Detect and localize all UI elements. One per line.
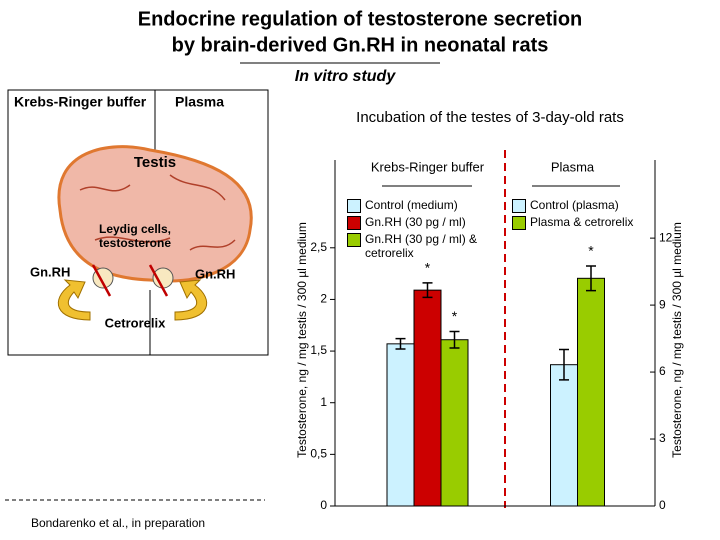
y-tick-label: 0,5 [310, 447, 327, 461]
y-axis-label: Testosterone, ng / mg testis / 300 µl me… [295, 222, 309, 458]
bar [413, 289, 442, 507]
significance: * [452, 308, 458, 324]
title-line: by brain-derived Gn.RH in neonatal rats [172, 34, 549, 56]
error-bar [395, 337, 406, 350]
arrow [58, 279, 91, 321]
legend-label: Gn.RH (30 pg / ml) & cetrorelix [365, 232, 478, 260]
diagram-label: Krebs-Ringer buffer [14, 94, 147, 110]
group-label: Plasma [551, 159, 595, 174]
legend-label: Control (plasma) [530, 198, 619, 212]
diagram-label-box: Leydig cells, testosterone [98, 222, 172, 250]
group-label: Krebs-Ringer buffer [371, 159, 485, 174]
legend-label: Gn.RH (30 pg / ml) [365, 215, 466, 229]
significance: * [588, 243, 594, 259]
y2-tick-label: 3 [659, 431, 666, 445]
diagram-label: Testis [134, 154, 176, 171]
error-bar [559, 348, 569, 381]
y2-tick-label: 0 [659, 498, 666, 512]
legend-swatch [347, 216, 361, 230]
y2-tick-label: 12 [659, 230, 673, 244]
legend-entry: Control (medium) [347, 198, 500, 213]
legend-swatch [347, 199, 361, 213]
legend-label: Plasma & cetrorelix [530, 215, 634, 229]
bar [386, 343, 415, 507]
bar [440, 339, 469, 507]
block [91, 264, 169, 297]
legend-swatch [347, 233, 361, 247]
error-bar [449, 330, 460, 349]
y-tick-label: 1,5 [310, 343, 327, 357]
chart-title: Incubation of the testes of 3-day-old ra… [356, 109, 624, 126]
legend-entry: Control (plasma) [512, 198, 665, 213]
bar [550, 364, 578, 507]
y2-tick-label: 6 [659, 364, 666, 378]
legend-label: Control (medium) [365, 198, 458, 212]
bar [577, 277, 605, 507]
title-line: Endocrine regulation of testosterone sec… [138, 8, 583, 30]
y-tick-label: 2 [320, 292, 327, 306]
diagram-label: Leydig cells, testosterone [98, 222, 172, 250]
y-tick-label: 1 [320, 395, 327, 409]
footer: Bondarenko et al., in preparation [31, 516, 205, 530]
y-tick-label: 0 [320, 498, 327, 512]
diagram-label: Plasma [175, 94, 224, 110]
diagram-label: Gn.RH [195, 266, 235, 281]
significance: * [425, 260, 431, 276]
error-bar [586, 265, 596, 292]
diagram-label: Gn.RH [30, 264, 70, 279]
legend-entry: Plasma & cetrorelix [512, 215, 665, 230]
diagram-box [7, 89, 269, 356]
y-tick-label: 2,5 [310, 240, 327, 254]
arrow [174, 279, 207, 321]
diagram-label: Cetrorelix [105, 315, 166, 330]
legend-entry: Gn.RH (30 pg / ml) & cetrorelix [347, 232, 500, 260]
subtitle: In vitro study [295, 68, 397, 85]
legend-swatch [512, 216, 526, 230]
y2-axis-label: Testosterone, ng / mg testis / 300 µl me… [670, 222, 684, 458]
legend-entry: Gn.RH (30 pg / ml) [347, 215, 500, 230]
vessel [79, 174, 236, 251]
error-bar [422, 282, 433, 299]
y2-tick-label: 9 [659, 297, 666, 311]
legend-swatch [512, 199, 526, 213]
